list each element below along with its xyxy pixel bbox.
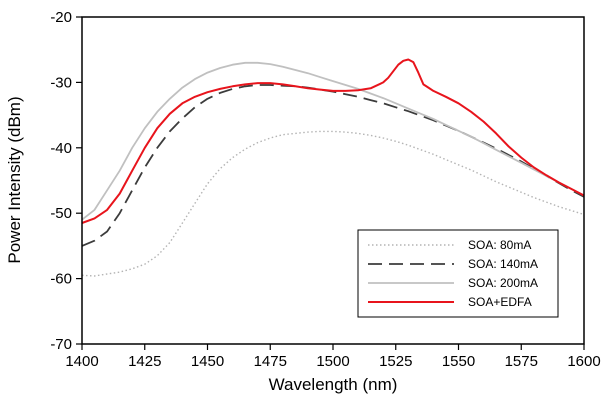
y-tick-label: -60 xyxy=(50,271,72,288)
legend-label-2: SOA: 140mA xyxy=(468,257,538,271)
x-tick-label: 1600 xyxy=(567,353,600,370)
y-axis: -70 -60 -50 -40 -30 -20 xyxy=(50,9,82,353)
y-tick-label: -20 xyxy=(50,9,72,26)
legend-label-3: SOA: 200mA xyxy=(468,276,538,290)
y-axis-label: Power Intensity (dBm) xyxy=(5,96,24,263)
x-tick-label: 1400 xyxy=(65,353,98,370)
series-layer xyxy=(81,58,585,277)
legend-label-1: SOA: 80mA xyxy=(468,238,531,252)
x-tick-label: 1575 xyxy=(505,353,538,370)
series-line-3 xyxy=(81,61,585,221)
x-axis: 1400 1425 1450 1475 1500 1525 1550 1575 1600 xyxy=(65,344,601,370)
y-tick-label: -40 xyxy=(50,140,72,157)
y-tick-label: -30 xyxy=(50,74,72,91)
x-tick-label: 1550 xyxy=(442,353,475,370)
x-tick-label: 1450 xyxy=(191,353,224,370)
x-tick-label: 1425 xyxy=(128,353,161,370)
legend-label-4: SOA+EDFA xyxy=(468,295,532,309)
x-tick-label: 1525 xyxy=(379,353,412,370)
series-line-4 xyxy=(81,58,585,224)
y-tick-label: -70 xyxy=(50,336,72,353)
x-axis-label: Wavelength (nm) xyxy=(269,375,398,394)
legend: SOA: 80mA SOA: 140mA SOA: 200mA SOA+EDFA xyxy=(357,229,559,318)
y-tick-label: -50 xyxy=(50,205,72,222)
x-tick-label: 1500 xyxy=(316,353,349,370)
x-tick-label: 1475 xyxy=(254,353,287,370)
